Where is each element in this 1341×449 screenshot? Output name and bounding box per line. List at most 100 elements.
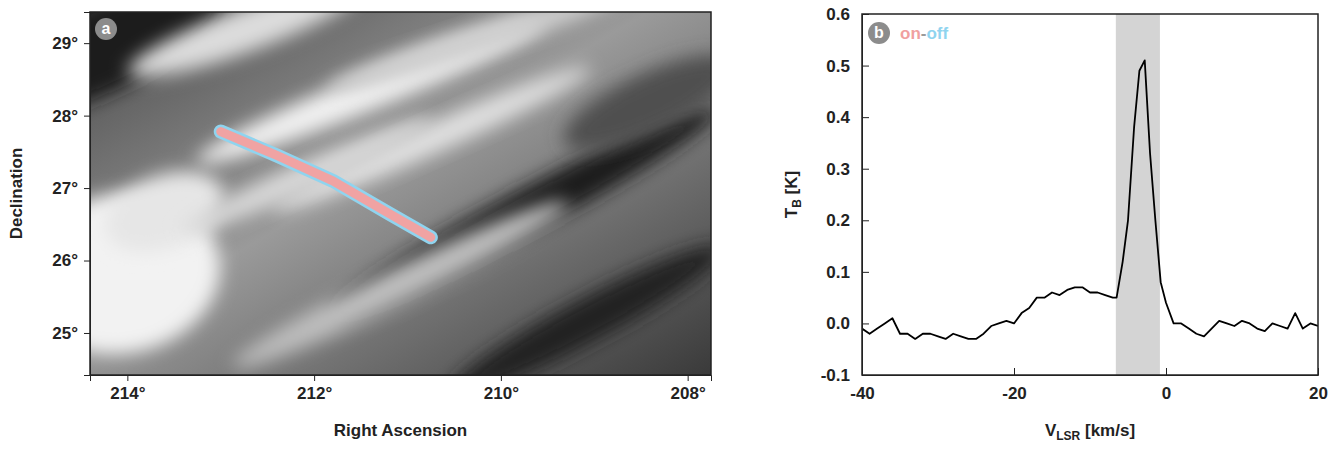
- image-texture: [121, 12, 369, 93]
- tick: 0.5: [826, 57, 869, 76]
- tick-mark: [862, 272, 869, 273]
- axis-line: [863, 375, 1319, 376]
- tick-label: 0.3: [826, 160, 850, 179]
- tick: 210°: [484, 375, 519, 403]
- tick: -0.1: [821, 366, 869, 385]
- panel-b: -40 -20 0 20 -0.1 0.0 0.1 0.2 0.3 0.4 0.5 0.6 VLSR […: [782, 5, 1328, 443]
- panel-badge: [868, 22, 890, 44]
- tick-label: 208°: [671, 384, 706, 403]
- tick: 0.3: [826, 160, 869, 179]
- tick: 20: [1309, 368, 1328, 403]
- x-axis-title-sub: LSR: [1056, 429, 1080, 443]
- spectrum-line: [862, 60, 1318, 338]
- axis: -40 -20 0 20: [850, 368, 1328, 403]
- tick-mark: [862, 375, 869, 376]
- panel-letter: b: [874, 24, 884, 41]
- axis: 214° 212° 210° 208°: [91, 375, 712, 403]
- tick: 0.2: [826, 211, 869, 230]
- tick-mark: [84, 116, 90, 117]
- tick-mark: [862, 220, 869, 221]
- x-axis-title-part: V: [1045, 421, 1057, 440]
- axis-line: [91, 376, 712, 382]
- tick: 0.6: [826, 5, 869, 24]
- tick-mark: [862, 323, 869, 324]
- axis: -0.1 0.0 0.1 0.2 0.3 0.4 0.5 0.6: [821, 5, 869, 385]
- panel-letter: a: [102, 20, 111, 37]
- y-axis-title: TB [K]: [782, 171, 804, 218]
- tick: 26°: [52, 251, 90, 270]
- tick-mark: [862, 117, 869, 118]
- tick-label: 0.2: [826, 211, 850, 230]
- tick-label: 20: [1309, 384, 1328, 403]
- tick-mark: [862, 66, 869, 67]
- tick-mark: [1014, 368, 1015, 375]
- tick: 0.0: [826, 314, 869, 333]
- tick-label: 0.0: [826, 314, 850, 333]
- tick: 212°: [297, 375, 332, 403]
- y-axis-title-part: [K]: [782, 171, 801, 199]
- tick-mark: [688, 375, 689, 381]
- x-axis-title: VLSR [km/s]: [1045, 421, 1135, 443]
- annotation: on-off: [900, 24, 948, 43]
- figure: 214° 212° 210° 208° 25° 26° 27° 28° 29° Right Asc…: [0, 0, 1341, 449]
- tick-label: 0.5: [826, 57, 850, 76]
- tick-mark: [1318, 368, 1319, 375]
- tick-mark: [127, 375, 128, 381]
- tick: 28°: [52, 107, 90, 126]
- tick-mark: [84, 333, 90, 334]
- frame: [90, 12, 711, 375]
- plot-area: [90, 12, 711, 375]
- tick-mark: [862, 14, 869, 15]
- tick-label: 28°: [52, 107, 78, 126]
- tick-label: 210°: [484, 384, 519, 403]
- axis-line: [84, 13, 91, 376]
- tick: 27°: [52, 179, 90, 198]
- plot-area: [862, 14, 1318, 375]
- panel-badge: [95, 18, 117, 40]
- tick: 0.1: [826, 263, 869, 282]
- x-axis-title-part: [km/s]: [1080, 421, 1135, 440]
- annotation-part: on: [900, 24, 921, 43]
- tick-label: 0.4: [826, 108, 850, 127]
- tick-mark: [84, 188, 90, 189]
- y-axis-title-sub: B: [790, 199, 804, 208]
- tick-label: -40: [850, 384, 875, 403]
- annotation-part: off: [926, 24, 948, 43]
- tick-label: 29°: [52, 34, 78, 53]
- tick-label: -20: [1002, 384, 1027, 403]
- tick-label: 27°: [52, 179, 78, 198]
- y-axis-title: Declination: [7, 148, 26, 240]
- image-texture: [552, 37, 711, 168]
- image-texture: [177, 107, 438, 245]
- x-axis-title: Right Ascension: [334, 421, 468, 440]
- tick: 29°: [52, 34, 90, 53]
- tick-mark: [84, 261, 90, 262]
- tick-label: 26°: [52, 251, 78, 270]
- tick-mark: [1166, 368, 1167, 375]
- y-axis-title-part: T: [782, 207, 801, 218]
- tick-mark: [501, 375, 502, 381]
- tick-mark: [314, 375, 315, 381]
- frame: [862, 14, 1318, 375]
- tick-label: 214°: [110, 384, 145, 403]
- tick: 0.4: [826, 108, 869, 127]
- tick: 0: [1162, 368, 1171, 403]
- image-texture: [323, 12, 627, 103]
- region-outline: [221, 132, 431, 238]
- region-outline: [221, 132, 431, 238]
- tick-label: 0: [1162, 384, 1171, 403]
- axis: 25° 26° 27° 28° 29°: [52, 13, 90, 376]
- tick: 25°: [52, 324, 90, 343]
- tick: 208°: [671, 375, 706, 403]
- tick-mark: [862, 169, 869, 170]
- axis-line: [862, 15, 863, 376]
- tick-label: 0.1: [826, 263, 850, 282]
- tick-label: -0.1: [821, 366, 850, 385]
- panel-a: 214° 212° 210° 208° 25° 26° 27° 28° 29° Right Asc…: [0, 0, 746, 440]
- tick-label: 212°: [297, 384, 332, 403]
- tick-label: 25°: [52, 324, 78, 343]
- tick-label: 0.6: [826, 5, 850, 24]
- tick: 214°: [110, 375, 145, 403]
- tick: -20: [1002, 368, 1027, 403]
- tick-mark: [84, 43, 90, 44]
